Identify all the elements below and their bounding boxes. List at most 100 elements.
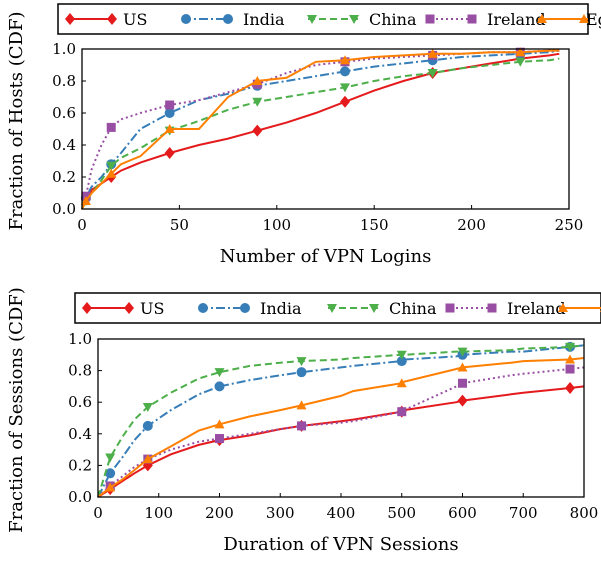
- x-axis-label: Duration of VPN Sessions: [223, 534, 458, 555]
- point-china: [296, 357, 307, 367]
- legend-label: Egypt: [586, 10, 601, 29]
- legend-item-us: US: [65, 10, 147, 29]
- point-us: [252, 124, 263, 137]
- point-ireland: [297, 421, 307, 431]
- y-axis-label: Fraction of Sessions (CDF): [6, 287, 27, 533]
- legend-label: US: [140, 299, 164, 318]
- point-egypt: [427, 48, 438, 58]
- point-india: [142, 420, 153, 431]
- legend-marker-us: [124, 302, 134, 314]
- legend-label: Ireland: [487, 10, 546, 29]
- series-india: [80, 48, 560, 210]
- series-line-india: [81, 49, 560, 210]
- series-ireland: [97, 364, 585, 498]
- x-tick-label: 0: [93, 504, 103, 522]
- x-tick-label: 300: [266, 504, 295, 522]
- point-india: [296, 367, 307, 378]
- point-us: [339, 95, 350, 108]
- point-india: [105, 468, 116, 479]
- x-tick-label: 100: [144, 504, 173, 522]
- point-china: [427, 69, 438, 78]
- series-us: [97, 381, 585, 498]
- x-tick-label: 500: [387, 504, 416, 522]
- point-china: [457, 347, 468, 357]
- y-tick-label: 1.0: [68, 330, 92, 348]
- point-egypt: [565, 354, 576, 364]
- legend-label: India: [243, 10, 285, 29]
- legend-marker-china: [307, 15, 317, 24]
- point-ireland: [215, 434, 224, 444]
- legend-item-india: India: [181, 10, 285, 29]
- y-tick-label: 0.8: [68, 362, 92, 380]
- point-egypt: [339, 55, 350, 65]
- legend-marker-us: [82, 302, 92, 314]
- legend-marker-ireland: [467, 14, 477, 24]
- point-ireland: [565, 364, 575, 374]
- y-axis-label: Fraction of Hosts (CDF): [6, 12, 27, 231]
- legend-marker-egypt: [558, 303, 568, 312]
- point-egypt: [142, 454, 153, 464]
- series-india: [97, 341, 585, 498]
- logins-cdf-chart: 0 50 100 150 200 250 0.0 0.2 0.4 0.6 0.8 1.0 Number …: [6, 3, 601, 267]
- point-us: [565, 381, 576, 394]
- point-ireland: [106, 122, 116, 132]
- y-tick-label: 0.0: [68, 488, 92, 506]
- point-us: [457, 394, 468, 407]
- series-ireland: [81, 47, 560, 210]
- series-us: [80, 52, 560, 210]
- legend-marker-us: [107, 13, 117, 25]
- legend: US India China Ireland Egypt: [57, 3, 601, 35]
- x-tick-label: 250: [555, 216, 584, 234]
- legend-marker-ireland: [445, 303, 455, 313]
- point-egypt: [105, 482, 116, 492]
- x-axis-label: Number of VPN Logins: [220, 246, 432, 267]
- legend-item-ireland: Ireland: [425, 10, 546, 29]
- legend-marker-india: [181, 14, 191, 24]
- legend-item-ireland: Ireland: [445, 299, 566, 318]
- point-ireland: [397, 407, 407, 417]
- x-tick-label: 200: [457, 216, 486, 234]
- y-tick-label: 0.4: [52, 136, 76, 154]
- legend-label: US: [123, 10, 147, 29]
- series-line-ireland: [97, 366, 585, 498]
- x-tick-label: 50: [170, 216, 189, 234]
- legend-label: India: [260, 299, 302, 318]
- series-egypt: [80, 47, 560, 210]
- legend-marker-china: [349, 15, 359, 24]
- legend-item-china: China: [307, 10, 417, 29]
- legend-marker-egypt: [579, 14, 589, 23]
- point-egypt: [296, 400, 307, 410]
- point-egypt: [106, 168, 117, 178]
- series-line-india: [97, 344, 585, 498]
- x-tick-label: 200: [205, 504, 234, 522]
- series-china: [97, 342, 585, 498]
- legend-marker-india: [223, 14, 233, 24]
- point-china: [214, 368, 225, 378]
- legend-marker-ireland: [425, 14, 435, 24]
- point-china: [252, 97, 263, 107]
- point-ireland: [165, 100, 175, 110]
- point-egypt: [164, 124, 175, 133]
- legend-marker-us: [65, 13, 75, 25]
- point-india: [214, 381, 225, 392]
- series-line-egypt: [81, 49, 560, 210]
- point-india: [396, 356, 407, 367]
- point-egypt: [214, 419, 225, 429]
- x-tick-label: 400: [327, 504, 356, 522]
- point-egypt: [396, 378, 407, 388]
- x-tick-label: 0: [77, 216, 87, 234]
- legend-label: China: [389, 299, 437, 318]
- point-china: [142, 402, 153, 412]
- y-tick-label: 0.4: [68, 425, 92, 443]
- legend-marker-india: [240, 303, 250, 313]
- point-egypt: [457, 362, 468, 372]
- legend-item-india: India: [198, 299, 302, 318]
- point-us: [164, 147, 175, 159]
- legend-marker-china: [369, 304, 379, 313]
- y-tick-label: 0.2: [52, 168, 76, 186]
- y-tick-label: 0.6: [68, 393, 92, 411]
- series-line-us: [97, 385, 585, 498]
- plot-frame: [81, 48, 570, 210]
- point-india: [339, 66, 350, 77]
